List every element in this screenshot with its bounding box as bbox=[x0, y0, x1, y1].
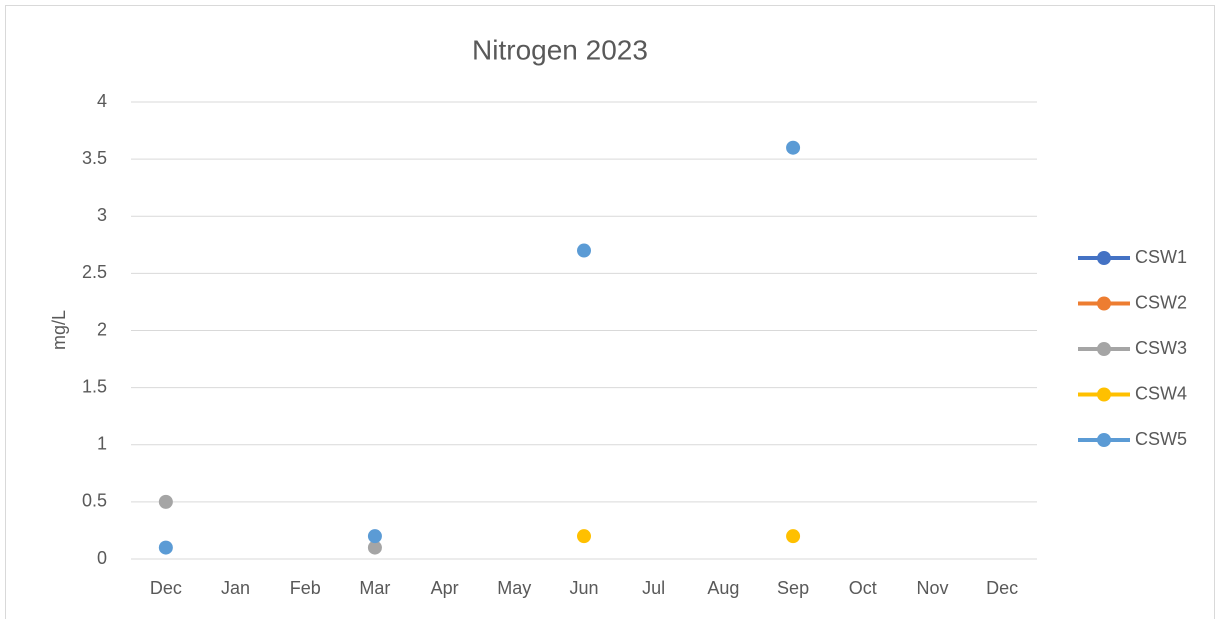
data-point bbox=[577, 529, 591, 544]
x-tick-label: Jan bbox=[221, 578, 250, 598]
y-tick-label: 0.5 bbox=[82, 491, 107, 511]
chart-border bbox=[5, 5, 1215, 619]
legend-label: CSW5 bbox=[1135, 429, 1187, 449]
x-tick-label: Aug bbox=[707, 578, 739, 598]
legend-marker bbox=[1097, 296, 1111, 311]
legend-label: CSW4 bbox=[1135, 383, 1187, 403]
x-tick-label: Dec bbox=[150, 578, 182, 598]
x-tick-label: May bbox=[497, 578, 531, 598]
data-point bbox=[786, 529, 801, 544]
data-point bbox=[786, 140, 801, 155]
x-tick-label: Oct bbox=[849, 578, 877, 598]
y-tick-label: 3.5 bbox=[82, 148, 107, 168]
x-tick-label: Feb bbox=[290, 578, 321, 598]
y-tick-label: 3 bbox=[97, 205, 107, 225]
x-tick-label: Apr bbox=[431, 578, 459, 598]
chart-title: Nitrogen 2023 bbox=[472, 34, 648, 65]
data-point bbox=[577, 243, 591, 258]
x-tick-label: Jul bbox=[642, 578, 665, 598]
legend-label: CSW3 bbox=[1135, 338, 1187, 358]
y-axis-label: mg/L bbox=[49, 310, 69, 350]
data-point bbox=[367, 540, 382, 555]
y-tick-label: 1.5 bbox=[82, 376, 107, 396]
y-tick-label: 0 bbox=[97, 548, 107, 568]
y-tick-label: 2 bbox=[97, 319, 107, 339]
legend-marker bbox=[1097, 433, 1111, 447]
x-tick-label: Mar bbox=[359, 578, 390, 598]
legend-label: CSW1 bbox=[1135, 247, 1187, 267]
y-tick-label: 1 bbox=[97, 434, 107, 454]
data-point bbox=[158, 494, 173, 509]
y-tick-label: 2.5 bbox=[82, 262, 107, 282]
legend-marker bbox=[1097, 387, 1111, 402]
data-point bbox=[158, 540, 173, 555]
x-tick-label: Dec bbox=[986, 578, 1018, 598]
x-tick-label: Jun bbox=[569, 578, 598, 598]
y-tick-label: 4 bbox=[97, 91, 107, 111]
x-tick-label: Sep bbox=[777, 578, 809, 598]
legend-marker bbox=[1097, 342, 1111, 356]
data-point bbox=[367, 529, 382, 544]
x-tick-label: Nov bbox=[916, 578, 948, 598]
legend-label: CSW2 bbox=[1135, 292, 1187, 312]
legend-marker bbox=[1097, 251, 1111, 265]
